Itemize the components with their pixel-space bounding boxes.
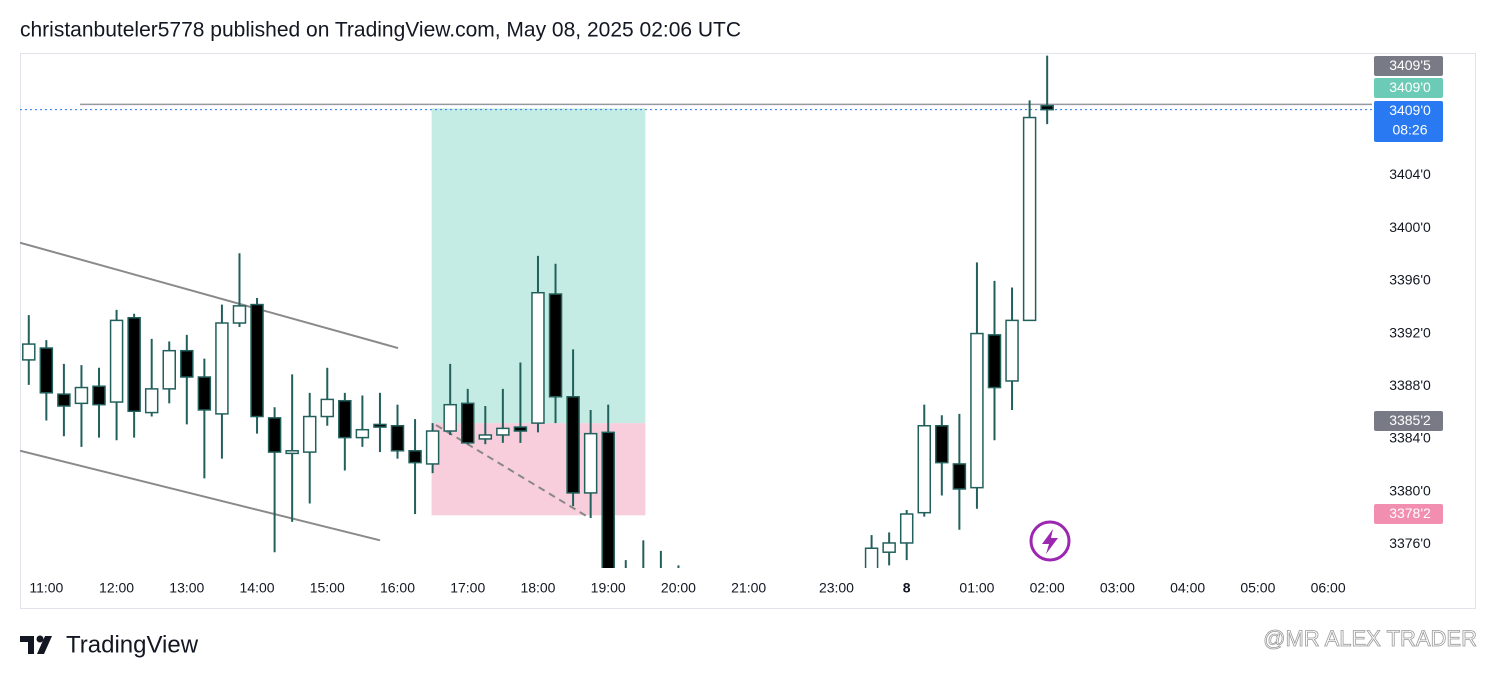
x-tick-label: 8	[903, 580, 911, 596]
x-tick-label: 02:00	[1030, 580, 1065, 596]
candle-body	[285, 450, 299, 455]
x-tick-label: 17:00	[450, 580, 485, 596]
candle-body	[373, 423, 387, 428]
trend-line	[20, 241, 399, 350]
candle-body	[583, 432, 598, 494]
price-label: 3385'2	[1389, 412, 1431, 428]
candle-body	[566, 396, 580, 494]
candle-body	[250, 303, 264, 418]
candle-body	[935, 424, 949, 464]
price-label: 3409'0	[1389, 79, 1431, 95]
x-tick-label: 18:00	[520, 580, 555, 596]
candle-body	[1040, 104, 1054, 111]
y-tick-label: 3384'0	[1389, 430, 1431, 446]
candle-body	[882, 542, 896, 553]
y-tick-label: 3376'0	[1389, 535, 1431, 551]
candle-body	[57, 393, 71, 407]
candle-body	[1022, 116, 1037, 322]
candle-body	[1005, 319, 1019, 382]
x-tick-label: 20:00	[661, 580, 696, 596]
x-tick-label: 13:00	[169, 580, 204, 596]
candle-body	[197, 376, 212, 411]
x-tick-label: 11:00	[29, 580, 63, 596]
candle-body	[127, 316, 141, 413]
candle-body	[144, 388, 159, 414]
candle-body	[496, 427, 510, 436]
candle-body	[408, 450, 422, 464]
candle-body	[338, 399, 352, 439]
chart-frame	[20, 53, 1476, 609]
plot-candles	[22, 55, 1054, 591]
candle-body	[970, 332, 984, 489]
watermark: @MR ALEX TRADER	[1263, 626, 1477, 651]
candle-body	[917, 424, 932, 514]
header-title: christanbuteler5778 published on Trading…	[20, 19, 741, 42]
candle-body	[302, 415, 317, 453]
candle-body	[987, 334, 1002, 389]
x-tick-label: 15:00	[310, 580, 345, 596]
tv-logo	[20, 635, 52, 654]
candle-body	[443, 403, 457, 432]
candle-body	[215, 322, 229, 415]
y-tick-label: 3388'0	[1389, 377, 1431, 393]
x-tick-label: 05:00	[1240, 580, 1275, 596]
price-label: 3409'0	[1389, 102, 1431, 118]
countdown: 08:26	[1392, 122, 1427, 138]
candle-body	[320, 398, 335, 418]
x-tick-label: 06:00	[1311, 580, 1346, 596]
price-label-box	[1374, 411, 1443, 431]
price-label-box	[1374, 504, 1443, 524]
y-tick-label: 3392'0	[1389, 324, 1431, 340]
candle-body	[390, 424, 405, 452]
candle-body	[899, 513, 914, 544]
x-tick-label: 01:00	[959, 580, 994, 596]
x-tick-label: 19:00	[591, 580, 626, 596]
candle-body	[180, 349, 194, 378]
x-tick-label: 23:00	[819, 580, 854, 596]
flash-icon	[1029, 520, 1071, 562]
x-tick-label: 14:00	[240, 580, 275, 596]
candle-body	[460, 402, 475, 444]
y-tick-label: 3400'0	[1389, 219, 1431, 235]
price-label-box	[1374, 78, 1443, 98]
x-tick-label: 21:00	[731, 580, 766, 596]
candle-body	[74, 386, 89, 405]
trend-line	[20, 449, 381, 542]
candle-body	[92, 385, 106, 406]
price-label-box	[1374, 56, 1443, 76]
candle-body	[162, 349, 176, 390]
candle-body	[864, 547, 879, 568]
candle-body	[232, 305, 247, 324]
candle-body	[548, 293, 563, 398]
candle-body	[531, 291, 545, 424]
price-label: 3409'5	[1389, 57, 1431, 73]
candle-body	[601, 431, 615, 568]
candle-body	[355, 428, 370, 439]
y-tick-label: 3404'0	[1389, 166, 1431, 182]
candle-body	[267, 417, 282, 453]
candle-body	[39, 347, 54, 394]
candle-body	[637, 571, 649, 591]
candle-body	[425, 430, 440, 465]
price-label-box	[1374, 101, 1443, 142]
brand: TradingView	[66, 631, 199, 658]
candle-body	[109, 319, 124, 403]
x-tick-label: 03:00	[1100, 580, 1135, 596]
y-tick-label: 3396'0	[1389, 272, 1431, 288]
candle-body	[22, 343, 36, 361]
x-tick-label: 04:00	[1170, 580, 1205, 596]
y-tick-label: 3380'0	[1389, 482, 1431, 498]
x-tick-label: 16:00	[380, 580, 415, 596]
candle-body	[513, 426, 528, 432]
x-tick-label: 12:00	[99, 580, 134, 596]
price-label: 3378'2	[1389, 505, 1431, 521]
candle-body	[952, 463, 967, 490]
candle-body	[478, 434, 493, 440]
